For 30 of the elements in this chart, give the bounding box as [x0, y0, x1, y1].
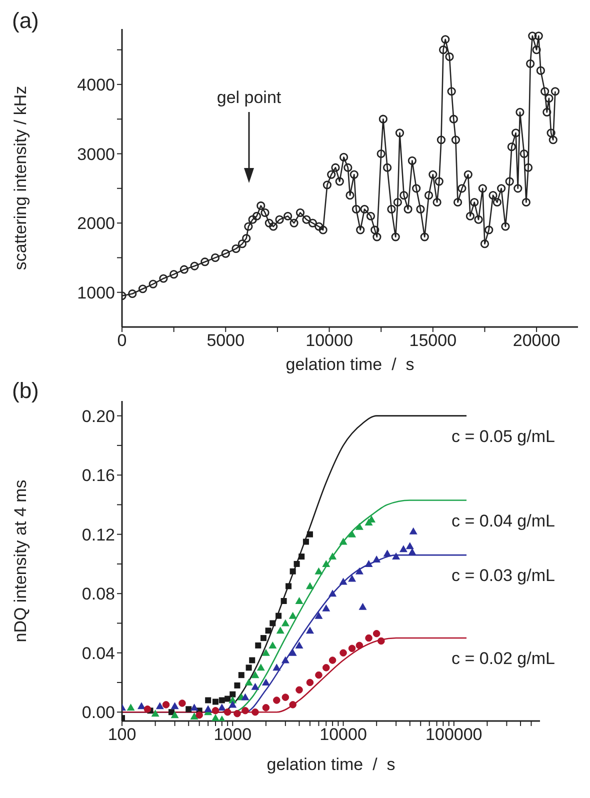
- x-tick-label: 20000: [512, 331, 560, 350]
- y-tick-label: 2000: [77, 214, 115, 234]
- y-tick-label: 4000: [77, 75, 115, 94]
- y-tick-label: 1000: [77, 283, 115, 302]
- x-tick-label: 5000: [206, 331, 245, 350]
- series-label: c = 0.05 g/mL: [452, 426, 555, 446]
- x-tick-label: 1000: [214, 725, 252, 744]
- x-tick-label: 0: [117, 331, 127, 350]
- x-tick-label: 10000: [306, 331, 353, 350]
- text: (b): [12, 378, 39, 403]
- series-label: c = 0.03 g/mL: [452, 566, 555, 586]
- series-label: c = 0.04 g/mL: [452, 511, 555, 530]
- y-tick-label: 0.20: [82, 406, 115, 426]
- x-axis-title: gelation time / s: [266, 755, 396, 774]
- x-tick-label: 100000: [426, 725, 482, 744]
- y-tick-label: 0.12: [82, 525, 115, 544]
- text: (a): [12, 8, 39, 33]
- annotation: gel point: [216, 88, 282, 107]
- x-axis-title: gelation time / s: [286, 355, 414, 374]
- y-tick-label: 0.00: [82, 703, 115, 722]
- y-tick-label: 0.04: [82, 644, 115, 663]
- x-tick-label: 100: [108, 725, 136, 744]
- series-label: c = 0.02 g/mL: [452, 649, 555, 668]
- y-tick-label: 0.08: [82, 584, 115, 604]
- y-axis-title: nDQ intensity at 4 ms: [11, 480, 30, 642]
- y-tick-label: 3000: [77, 144, 115, 164]
- y-axis-title: scattering intensity / kHz: [11, 86, 30, 270]
- x-tick-label: 10000: [320, 725, 367, 744]
- y-tick-label: 0.16: [82, 466, 115, 486]
- x-tick-label: 15000: [409, 331, 457, 350]
